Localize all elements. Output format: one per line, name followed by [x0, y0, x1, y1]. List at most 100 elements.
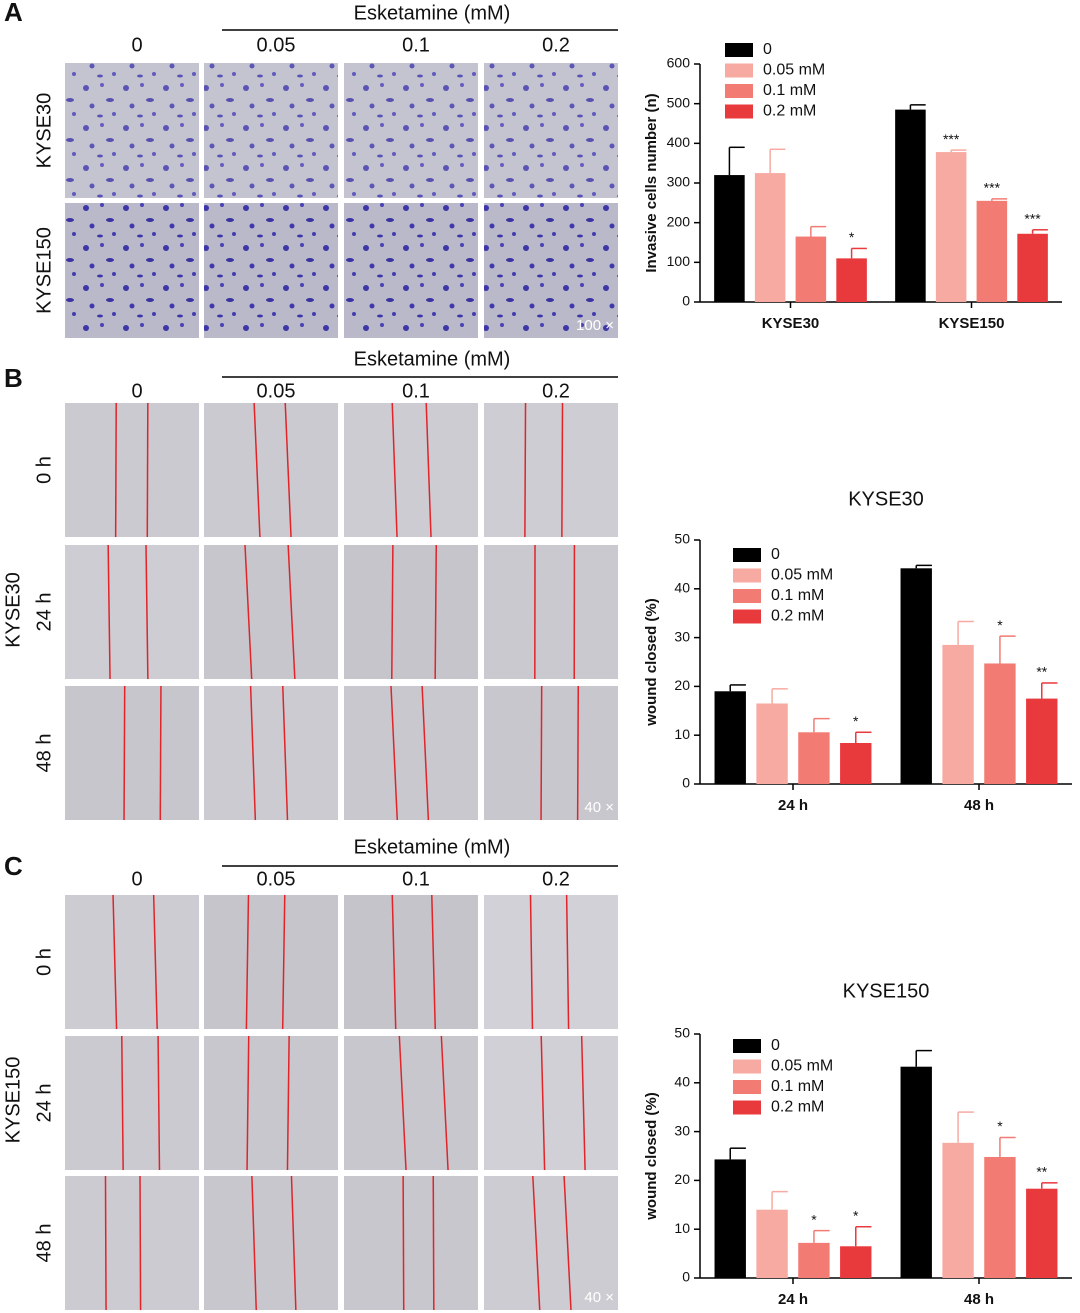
legend-swatch — [733, 1080, 761, 1094]
micrograph — [65, 1036, 199, 1170]
row-label: 0 h — [33, 948, 55, 976]
wound-edge — [245, 894, 250, 1030]
panel-label: B — [4, 363, 23, 393]
dose-label: 0 — [131, 868, 142, 890]
significance: *** — [943, 131, 960, 147]
significance: *** — [1024, 211, 1041, 227]
bar — [756, 1209, 788, 1278]
dose-label: 0 — [131, 380, 142, 402]
wound-edge — [425, 402, 432, 538]
y-tick-label: 40 — [674, 580, 690, 596]
micrograph — [344, 895, 478, 1029]
dose-label: 0.05 — [257, 34, 296, 56]
micrograph — [484, 895, 618, 1029]
wound-edge — [145, 544, 149, 680]
micrograph — [204, 203, 338, 338]
wound-edge — [434, 544, 438, 680]
micrograph — [65, 545, 199, 679]
row-label: 24 h — [33, 1084, 55, 1123]
significance: * — [811, 1211, 817, 1227]
wound-edge — [290, 1175, 297, 1311]
wound-edge — [398, 1035, 407, 1171]
chart-title: KYSE150 — [843, 980, 930, 1002]
bar — [756, 703, 788, 784]
dose-label: 0.2 — [542, 34, 570, 56]
magnification: 40 × — [584, 1289, 614, 1306]
wound-edge — [139, 1175, 142, 1311]
wound-edge — [123, 685, 126, 821]
micrograph — [344, 545, 478, 679]
bar — [798, 732, 830, 784]
significance: *** — [984, 180, 1001, 196]
legend-label: 0.2 mM — [771, 608, 824, 625]
dose-label: 0.05 — [257, 868, 296, 890]
wound-edge — [286, 1035, 290, 1171]
legend-swatch — [725, 63, 753, 78]
bar — [836, 258, 867, 302]
cell-line-label: KYSE150 — [2, 1057, 24, 1144]
micrograph — [204, 1036, 338, 1170]
legend-label: 0 — [771, 546, 780, 563]
y-tick-label: 0 — [682, 1269, 690, 1285]
treatment-header: Esketamine (mM) — [354, 836, 511, 858]
legend-label: 0.1 mM — [771, 1078, 824, 1095]
wound-edge — [249, 685, 257, 821]
x-tick-label: KYSE30 — [762, 315, 820, 332]
significance: * — [853, 1207, 859, 1223]
wound-edge — [431, 894, 436, 1030]
wound-edge — [421, 685, 430, 821]
legend-label: 0.05 mM — [771, 1058, 833, 1075]
wound-edge — [440, 1035, 449, 1171]
wound-edge — [580, 1035, 586, 1171]
significance: ** — [1036, 664, 1047, 680]
bar — [714, 691, 746, 784]
dose-label: 0.1 — [402, 868, 430, 890]
micrograph — [484, 1036, 618, 1170]
bar — [976, 200, 1008, 302]
x-tick-label: 24 h — [778, 797, 808, 814]
bar — [935, 152, 967, 302]
wound-edge — [287, 544, 296, 680]
wound-edge — [107, 544, 111, 680]
wound-edge — [152, 894, 158, 1030]
y-tick-label: 40 — [674, 1074, 690, 1090]
wound-edge — [540, 1035, 546, 1171]
micrograph — [204, 895, 338, 1029]
bar — [840, 1246, 872, 1278]
micrograph — [344, 403, 478, 537]
wound-edge — [121, 1035, 124, 1171]
bar — [754, 173, 786, 302]
y-tick-label: 0 — [682, 775, 690, 791]
x-tick-label: 48 h — [964, 797, 994, 814]
dose-label: 0.05 — [257, 380, 296, 402]
bar — [1026, 1188, 1058, 1278]
micrograph — [484, 686, 618, 820]
wound-edge — [112, 894, 118, 1030]
legend-swatch — [725, 104, 753, 119]
wound-edge — [524, 402, 527, 538]
wound-edge — [402, 1175, 405, 1311]
wound-edge — [146, 402, 149, 538]
bar — [714, 1159, 746, 1278]
legend-label: 0.05 mM — [771, 567, 833, 584]
y-tick-label: 300 — [667, 174, 691, 190]
bar — [840, 743, 872, 784]
micrograph — [65, 203, 199, 338]
bar — [900, 1066, 932, 1278]
bar — [984, 1156, 1016, 1278]
y-tick-label: 600 — [667, 55, 691, 71]
wound-edge — [114, 402, 117, 538]
bar — [795, 236, 827, 302]
y-tick-label: 50 — [674, 1025, 690, 1041]
row-label: 24 h — [33, 593, 55, 632]
legend-label: 0.1 mM — [763, 82, 816, 99]
wound-edge — [281, 894, 286, 1030]
micrograph — [65, 403, 199, 537]
micrograph — [344, 686, 478, 820]
micrograph — [344, 203, 478, 338]
dose-label: 0 — [131, 34, 142, 56]
y-tick-label: 20 — [674, 1171, 690, 1187]
wound-edge — [561, 402, 564, 538]
micrograph — [204, 63, 338, 198]
bar — [798, 1242, 830, 1278]
